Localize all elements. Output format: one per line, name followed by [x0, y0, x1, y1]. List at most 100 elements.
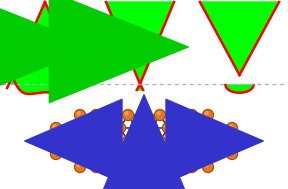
Polygon shape [9, 2, 81, 84]
Circle shape [85, 151, 88, 154]
Circle shape [109, 164, 112, 167]
Circle shape [187, 136, 198, 146]
Circle shape [221, 138, 224, 141]
Circle shape [179, 122, 190, 133]
Circle shape [181, 125, 184, 128]
Circle shape [162, 122, 173, 133]
Circle shape [197, 151, 200, 154]
Circle shape [50, 122, 62, 133]
Circle shape [93, 112, 96, 115]
Circle shape [75, 109, 86, 121]
Circle shape [125, 164, 128, 167]
Circle shape [173, 112, 176, 115]
Circle shape [205, 112, 208, 115]
Circle shape [122, 136, 134, 146]
Circle shape [141, 138, 144, 141]
Circle shape [147, 122, 158, 133]
Circle shape [149, 125, 152, 128]
Circle shape [189, 138, 192, 141]
Circle shape [133, 125, 136, 128]
Circle shape [109, 112, 112, 115]
Circle shape [202, 136, 213, 146]
Polygon shape [9, 64, 81, 94]
Circle shape [67, 149, 77, 160]
Circle shape [219, 136, 230, 146]
Circle shape [154, 109, 166, 121]
Circle shape [226, 149, 238, 160]
Circle shape [109, 138, 112, 141]
Circle shape [82, 122, 94, 133]
Circle shape [115, 122, 126, 133]
Circle shape [205, 138, 208, 141]
Circle shape [90, 109, 101, 121]
Circle shape [67, 122, 77, 133]
Circle shape [98, 122, 109, 133]
Circle shape [139, 161, 149, 173]
Circle shape [139, 109, 149, 121]
Polygon shape [106, 2, 174, 84]
Circle shape [170, 136, 181, 146]
Circle shape [53, 125, 56, 128]
Circle shape [237, 138, 240, 141]
Circle shape [45, 138, 48, 141]
Circle shape [229, 151, 232, 154]
Circle shape [194, 149, 206, 160]
Circle shape [53, 151, 56, 154]
Circle shape [213, 125, 216, 128]
Circle shape [77, 164, 80, 167]
Circle shape [85, 125, 88, 128]
Circle shape [187, 161, 198, 173]
Circle shape [107, 109, 118, 121]
Circle shape [165, 125, 168, 128]
Circle shape [93, 164, 96, 167]
Circle shape [69, 151, 72, 154]
Circle shape [130, 122, 141, 133]
Circle shape [154, 136, 166, 146]
Circle shape [181, 151, 184, 154]
Circle shape [125, 112, 128, 115]
Circle shape [130, 149, 141, 160]
Circle shape [101, 151, 104, 154]
Circle shape [139, 136, 149, 146]
Circle shape [93, 138, 96, 141]
Circle shape [141, 112, 144, 115]
Circle shape [82, 149, 94, 160]
Circle shape [90, 136, 101, 146]
Circle shape [179, 149, 190, 160]
Circle shape [77, 138, 80, 141]
Circle shape [165, 151, 168, 154]
Circle shape [187, 109, 198, 121]
Circle shape [205, 164, 208, 167]
Circle shape [58, 136, 69, 146]
Circle shape [211, 149, 221, 160]
Circle shape [69, 125, 72, 128]
Circle shape [202, 161, 213, 173]
Circle shape [117, 125, 120, 128]
Circle shape [141, 164, 144, 167]
Circle shape [147, 149, 158, 160]
Circle shape [170, 161, 181, 173]
Circle shape [157, 112, 160, 115]
Circle shape [226, 122, 238, 133]
Circle shape [101, 125, 104, 128]
Polygon shape [200, 2, 279, 75]
Circle shape [50, 149, 62, 160]
Circle shape [122, 109, 134, 121]
Circle shape [157, 138, 160, 141]
Circle shape [125, 138, 128, 141]
Circle shape [202, 109, 213, 121]
Circle shape [189, 112, 192, 115]
Circle shape [162, 149, 173, 160]
Circle shape [107, 161, 118, 173]
Circle shape [234, 136, 245, 146]
Circle shape [90, 161, 101, 173]
Circle shape [98, 149, 109, 160]
Circle shape [75, 136, 86, 146]
Circle shape [213, 151, 216, 154]
Polygon shape [226, 85, 253, 93]
Circle shape [75, 161, 86, 173]
Circle shape [229, 125, 232, 128]
Circle shape [211, 122, 221, 133]
Polygon shape [137, 84, 143, 90]
Circle shape [157, 164, 160, 167]
